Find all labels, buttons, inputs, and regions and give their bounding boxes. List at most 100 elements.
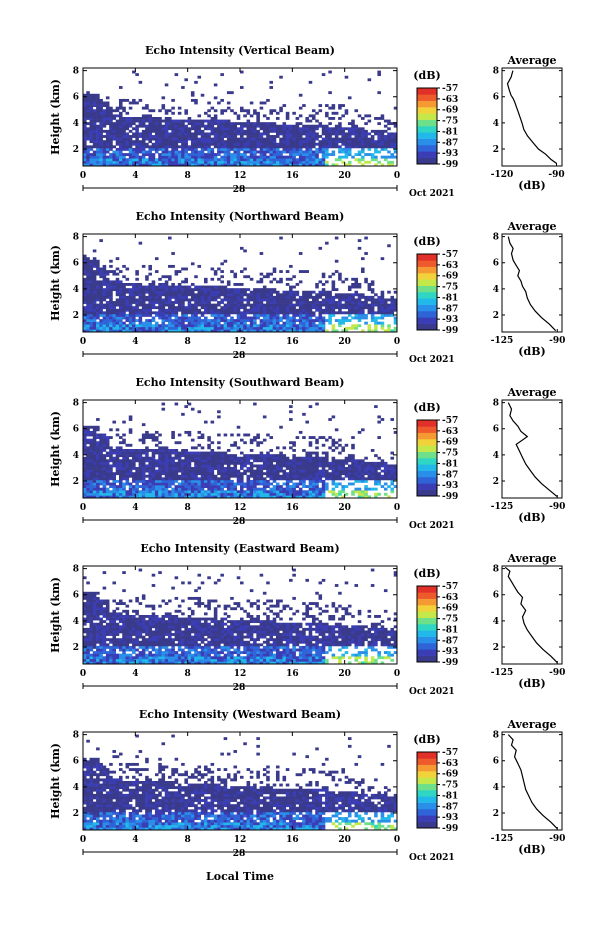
heatmap-cell [249,438,254,442]
heatmap-cell [367,160,372,164]
heatmap-cell [141,451,146,455]
heatmap-cell [217,129,221,133]
heatmap-cell [275,461,280,465]
heatmap-cell [174,485,179,488]
heatmap-cell [233,129,238,133]
heatmap-cell [164,145,169,149]
heatmap-cell [135,474,139,478]
heatmap-cell [292,487,296,491]
heatmap-cell [190,163,195,167]
heatmap-cell [89,485,94,488]
heatmap-cell [357,142,362,146]
heatmap-cell [161,446,166,450]
heatmap-cell [125,301,130,304]
heatmap-cell [253,127,257,131]
heatmap-cell [240,246,244,250]
heatmap-cell [213,270,218,273]
heatmap-cell [125,482,130,486]
heatmap-cell [236,316,241,320]
heatmap-cell [275,160,280,164]
heatmap-cell [115,319,120,322]
heatmap-cell [351,306,355,310]
heatmap-cell [204,140,208,144]
heatmap-cell [86,446,90,450]
heatmap-cell [321,129,326,133]
heatmap-cell [99,313,103,317]
heatmap-cell [92,122,97,126]
heatmap-cell [328,301,332,304]
heatmap-cell [83,298,87,302]
colorbar-tick-label: -93 [442,315,458,325]
heatmap-cell [174,449,179,452]
heatmap-cell [269,436,274,439]
heatmap-cell [210,490,215,494]
heatmap-cell [128,418,133,421]
heatmap-cell [115,163,120,167]
heatmap-cell [96,436,100,439]
heatmap-cell [230,124,234,128]
heatmap-cell [89,477,94,481]
heatmap-cell [168,275,172,279]
heatmap-cell [141,474,146,478]
heatmap-cell [364,295,368,299]
heatmap-cell [135,490,139,494]
heatmap-cell [96,119,100,123]
heatmap-cell [164,467,169,470]
heatmap-cell [92,438,97,442]
heatmap-cell [187,474,192,478]
heatmap-cell [184,290,188,294]
heatmap-cell [115,311,120,315]
heatmap-cell [233,283,238,286]
heatmap-cell [226,456,231,460]
heatmap-cell [256,490,260,494]
heatmap-cell [344,293,349,297]
heatmap-cell [305,420,309,424]
heatmap-cell [164,109,169,113]
heatmap-cell [243,482,247,486]
heatmap-cell [194,298,198,302]
heatmap-cell [236,283,241,286]
heatmap-cell [380,129,385,133]
heatmap-cell [161,96,166,100]
heatmap-cell [109,319,113,322]
heatmap-cell [177,122,182,126]
heatmap-cell [164,479,169,483]
heatmap-cell [259,122,264,126]
heatmap-cell [285,321,290,325]
heatmap-cell [197,461,202,465]
heatmap-cell [259,277,264,281]
heatmap-cell [292,145,296,149]
heatmap-cell [200,477,205,481]
y-tick-label: 4 [73,119,79,129]
heatmap-cell [253,301,257,304]
heatmap-cell [118,477,123,481]
heatmap-cell [164,495,169,499]
heatmap-cell [383,135,388,138]
heatmap-cell [96,428,100,432]
heatmap-cell [266,313,270,317]
heatmap-cell [148,160,152,164]
heatmap-cell [272,160,277,164]
heatmap-cell [141,495,146,499]
heatmap-cell [161,163,166,167]
heatmap-cell [122,326,126,330]
heatmap-cell [118,150,123,154]
heatmap-cell [109,467,113,470]
heatmap-cell [210,277,215,281]
heatmap-cell [168,464,172,468]
heatmap-cell [118,114,123,118]
heatmap-cell [105,277,110,281]
heatmap-cell [217,308,221,312]
heatmap-cell [174,153,179,156]
heatmap-cell [125,495,130,499]
heatmap-cell [292,311,296,315]
heatmap-cell [302,153,306,156]
heatmap-cell [145,106,149,110]
heatmap-cell [135,124,139,128]
heatmap-cell [305,495,309,499]
heatmap-cell [105,155,110,159]
heatmap-cell [164,454,169,458]
heatmap-cell [99,290,103,294]
heatmap-cell [220,324,224,328]
heatmap-cell [148,288,152,292]
